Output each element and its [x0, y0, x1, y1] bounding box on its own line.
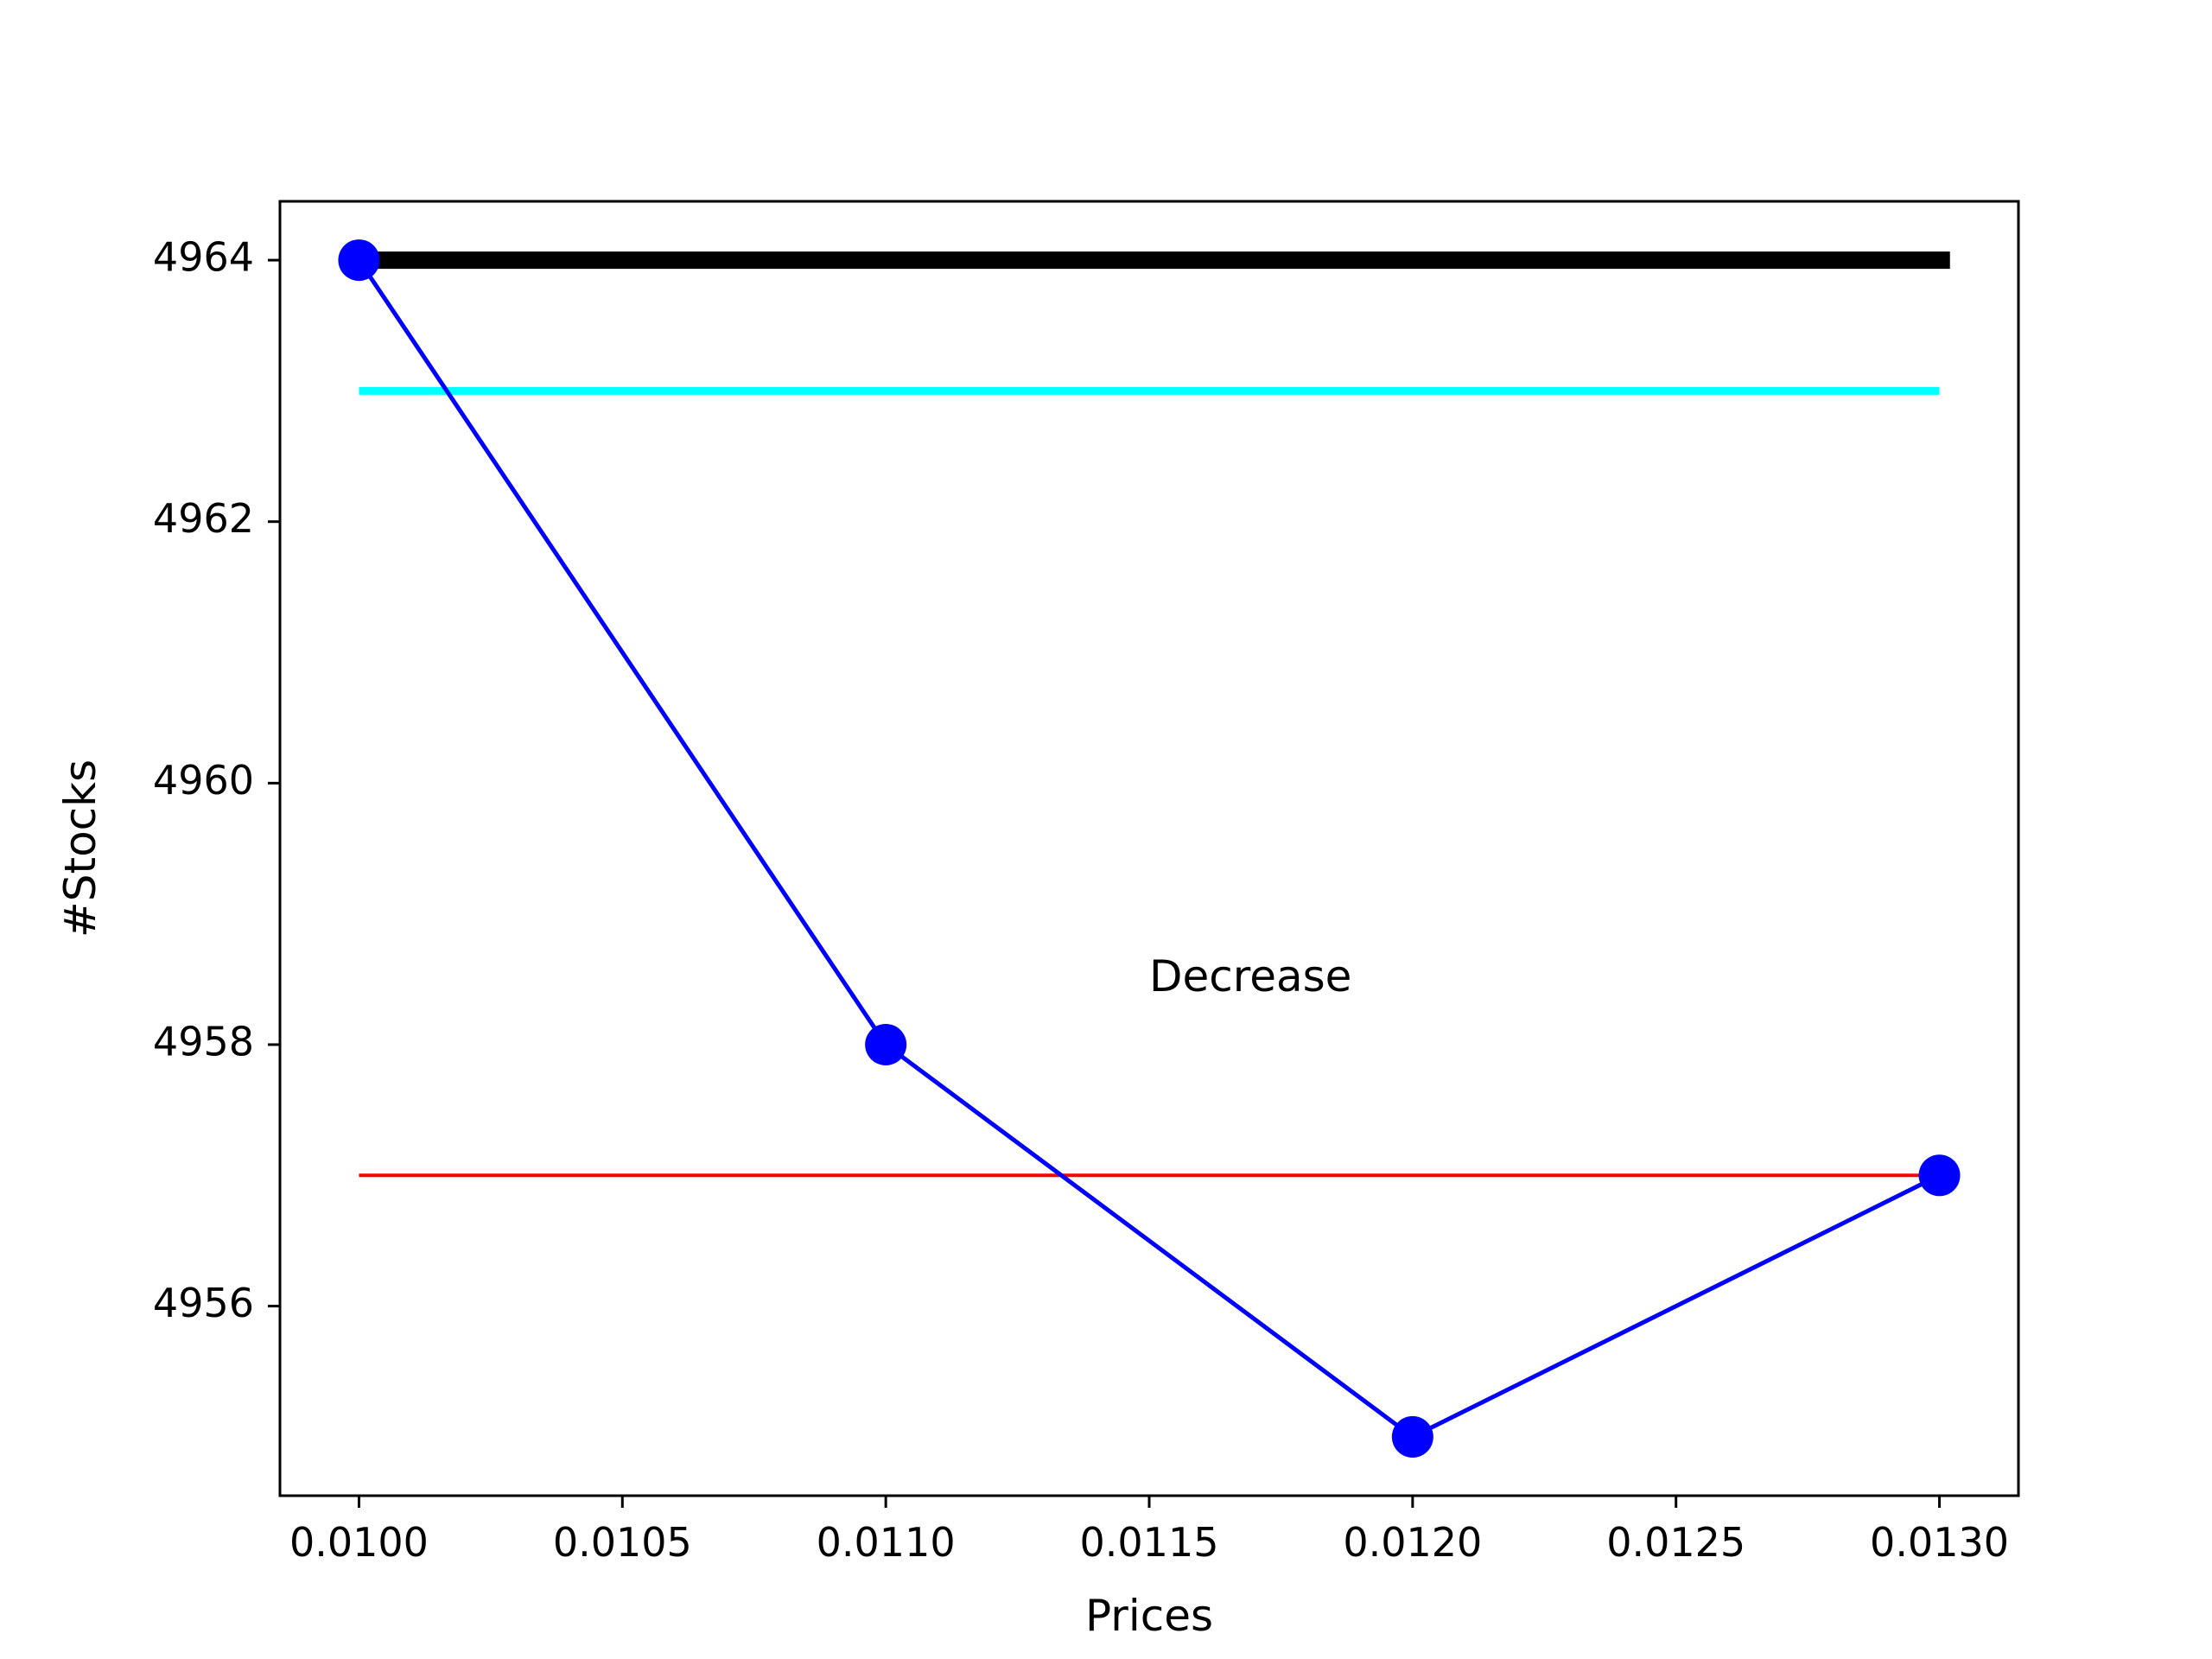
annotation-label: Decrease — [1149, 951, 1351, 1001]
y-tick-label: 4956 — [153, 1280, 254, 1326]
data-point — [338, 239, 380, 282]
x-tick-label: 0.0125 — [1606, 1519, 1745, 1566]
y-axis-label: #Stocks — [55, 760, 105, 938]
series-line-0 — [357, 258, 1941, 1440]
x-tick-label: 0.0105 — [553, 1519, 692, 1566]
x-axis-ticks: 0.0100 0.0105 0.0110 0.0115 0.0120 0.0125 0.01… — [289, 1496, 2009, 1566]
x-tick-label: 0.0100 — [289, 1519, 429, 1566]
y-tick-label: 4958 — [153, 1018, 254, 1065]
x-axis-label: Prices — [1085, 1591, 1213, 1641]
x-tick-label: 0.0120 — [1343, 1519, 1482, 1566]
data-point — [1918, 1154, 1961, 1197]
x-tick-label: 0.0110 — [817, 1519, 956, 1566]
reference-lines — [359, 251, 1950, 1178]
y-axis-ticks: 4956 4958 4960 4962 4964 — [153, 234, 280, 1326]
data-point — [865, 1023, 907, 1065]
series-layer — [338, 239, 1961, 1458]
data-point — [1391, 1415, 1433, 1458]
plot-area: Decrease — [338, 239, 1961, 1458]
y-tick-label: 4962 — [153, 495, 254, 542]
x-tick-label: 0.0115 — [1080, 1519, 1219, 1566]
x-tick-label: 0.0130 — [1870, 1519, 2009, 1566]
y-tick-label: 4964 — [153, 234, 254, 281]
annotation-layer: Decrease — [1149, 951, 1351, 1001]
y-tick-label: 4960 — [153, 757, 254, 804]
